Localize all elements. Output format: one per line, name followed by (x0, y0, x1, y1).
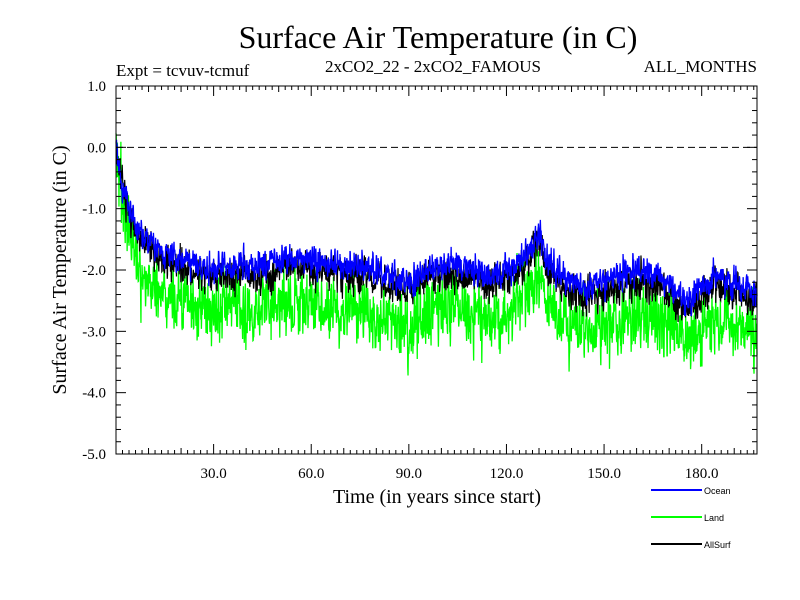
legend: Ocean Land AllSurf (651, 486, 731, 550)
x-tick-label: 150.0 (587, 466, 621, 482)
y-tick-label: -4.0 (82, 386, 106, 402)
y-tick-label: -3.0 (82, 324, 106, 340)
x-tick-label: 60.0 (298, 466, 324, 482)
x-tick-label: 180.0 (685, 466, 719, 482)
y-tick-label: -1.0 (82, 202, 106, 218)
x-axis-label: Time (in years since start) (333, 486, 541, 508)
x-tick-label: 120.0 (490, 466, 524, 482)
y-tick-label: 1.0 (87, 79, 106, 95)
y-tick-label: -5.0 (82, 447, 106, 463)
x-tick-label: 90.0 (396, 466, 422, 482)
chart-title: Surface Air Temperature (in C) (239, 19, 638, 55)
legend-label-ocean: Ocean (704, 486, 731, 496)
chart-subtitle-right: ALL_MONTHS (644, 57, 757, 76)
y-tick-label: 0.0 (87, 140, 106, 156)
y-tick-label: -2.0 (82, 263, 106, 279)
series-line-ocean (115, 139, 758, 317)
x-tick-label: 30.0 (200, 466, 226, 482)
y-axis-label: Surface Air Temperature (in C) (49, 145, 71, 394)
axis-ticks: 30.0 60.0 90.0 120.0 150.0 180.0 1.0 0.0 -1.0 -2.… (82, 79, 757, 482)
legend-label-allsurf: AllSurf (704, 540, 731, 550)
legend-label-land: Land (704, 513, 724, 523)
chart-subtitle-center: 2xCO2_22 - 2xCO2_FAMOUS (325, 57, 541, 76)
chart-subtitle-left: Expt = tcvuv-tcmuf (116, 61, 250, 80)
plot-series (115, 133, 758, 376)
